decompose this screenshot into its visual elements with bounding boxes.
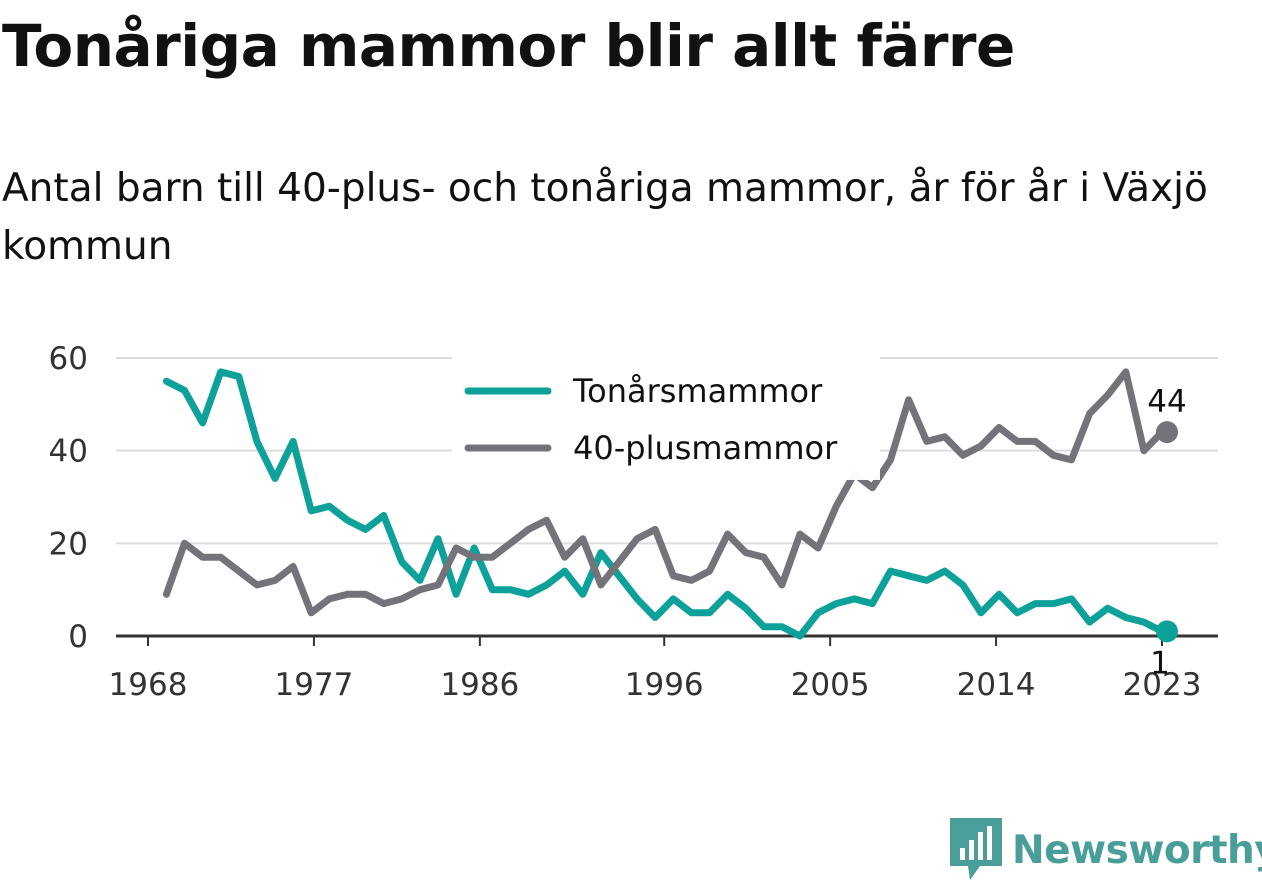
legend-label-forty-plus: 40-plusmammor — [573, 429, 838, 467]
x-tick-label: 1968 — [109, 667, 188, 703]
chart-title: Tonåriga mammor blir allt färre — [2, 12, 1015, 80]
end-label-forty-plus: 44 — [1147, 384, 1186, 420]
legend-label-teens: Tonårsmammor — [572, 372, 823, 410]
series-line-forty-plus — [162, 368, 1166, 617]
legend-box — [452, 355, 880, 480]
series-line-teens — [162, 368, 1166, 640]
x-tick-label: 2014 — [957, 667, 1036, 703]
chart-subtitle: Antal barn till 40-plus- och tonåriga ma… — [2, 166, 1208, 269]
end-point-teens — [1156, 620, 1178, 643]
x-tick-label: 1977 — [274, 667, 353, 703]
newsworthy-logo-icon — [950, 818, 1002, 880]
end-point-forty-plus — [1156, 421, 1178, 444]
x-tick-label: 1996 — [625, 667, 704, 703]
y-tick-label: 20 — [49, 526, 88, 562]
brand-logo: Newsworthy — [950, 818, 1262, 882]
x-tick-label: 2023 — [1123, 667, 1202, 703]
y-tick-label: 0 — [68, 619, 88, 655]
end-label-teens: 1 — [1150, 645, 1170, 681]
x-tick-label: 1986 — [440, 667, 519, 703]
y-tick-label: 40 — [49, 434, 88, 470]
y-tick-label: 60 — [49, 341, 88, 377]
x-tick-label: 2005 — [791, 667, 870, 703]
brand-name: Newsworthy — [1012, 827, 1262, 873]
